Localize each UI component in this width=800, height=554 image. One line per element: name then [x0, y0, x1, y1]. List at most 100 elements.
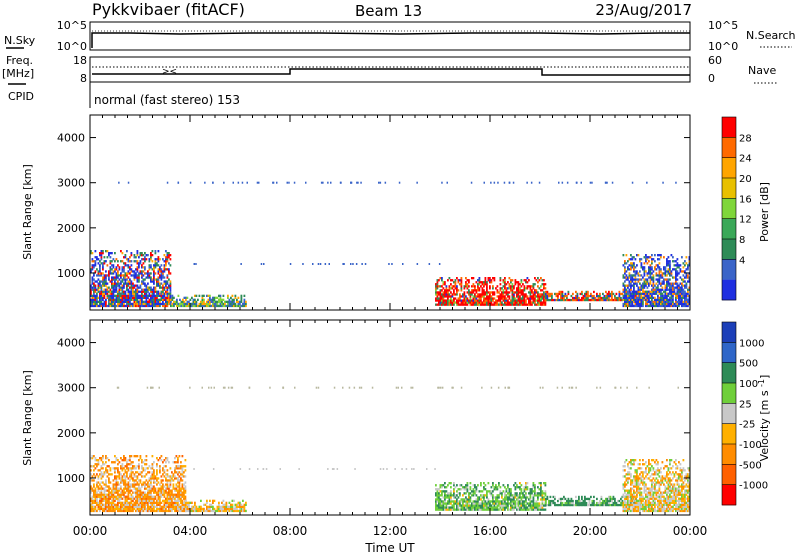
power-cell [139, 252, 142, 255]
velocity-cell [129, 467, 131, 470]
power-cell [678, 292, 680, 295]
power-cell [628, 274, 631, 277]
power-cell [648, 294, 650, 297]
power-cell [162, 270, 164, 273]
power-cell [447, 299, 449, 302]
velocity-cell [175, 503, 178, 506]
velocity-cell [569, 501, 571, 505]
velocity-cell [136, 489, 139, 492]
power-cell [496, 299, 499, 302]
power-cell [654, 300, 656, 303]
power-cell [136, 254, 139, 257]
power-cell [142, 302, 145, 306]
velocity-cell [175, 477, 178, 480]
power-cell [685, 268, 688, 271]
velocity-cell [525, 486, 527, 489]
power-cell [669, 300, 671, 303]
velocity-cell [115, 477, 118, 480]
velocity-cell [174, 475, 176, 478]
velocity-cell [528, 508, 530, 511]
velocity-cell [513, 498, 515, 501]
power-cell [652, 278, 655, 281]
velocity-cell [493, 496, 496, 499]
velocity-cell [166, 505, 169, 508]
velocity-cell [496, 506, 499, 509]
power-cell [231, 302, 234, 306]
power-cell [484, 293, 487, 296]
power-cell [478, 297, 481, 300]
power-cell [510, 299, 512, 302]
power-cell [105, 292, 107, 295]
power-cell [498, 295, 500, 298]
power-cell [448, 289, 451, 292]
power-cell [513, 299, 515, 302]
velocity-cell [242, 507, 244, 511]
power-cell [111, 282, 113, 285]
velocity-cell [117, 487, 119, 490]
power-cell [124, 280, 127, 283]
power-echo-1200km [324, 263, 327, 265]
power-cell [618, 290, 621, 294]
velocity-cell [218, 501, 220, 504]
power-cell [663, 304, 665, 308]
power-cell [109, 280, 112, 283]
power-cell [132, 290, 134, 293]
velocity-cell [237, 501, 240, 504]
velocity-cell [534, 506, 536, 509]
power-cell [129, 282, 131, 285]
power-cell [687, 292, 689, 295]
power-cell [551, 296, 553, 300]
power-cell [685, 262, 688, 265]
velocity-cell [177, 479, 179, 482]
power-cell [624, 304, 626, 308]
power-cell [112, 298, 115, 301]
power-cell [213, 302, 216, 306]
velocity-cell [448, 500, 451, 503]
velocity-cell [181, 501, 184, 504]
velocity-cell [147, 507, 149, 511]
velocity-cell [523, 486, 526, 489]
power-cell [675, 286, 677, 289]
power-cell [679, 270, 682, 273]
power-cell [628, 284, 631, 287]
power-cell [151, 298, 154, 301]
velocity-cell [138, 487, 140, 490]
power-cell [672, 282, 674, 285]
power-cell [151, 278, 154, 281]
velocity-cell [168, 475, 170, 478]
velocity-cell [490, 490, 493, 493]
velocity-cell [141, 471, 143, 474]
power-cell [456, 301, 458, 304]
power-cell [129, 300, 131, 303]
power-cell [579, 292, 582, 296]
velocity-cell [450, 502, 452, 505]
velocity-cell [198, 505, 201, 508]
power-cell [679, 264, 682, 267]
velocity-cell [585, 503, 588, 507]
power-cell [145, 284, 148, 287]
velocity-cell [109, 467, 112, 470]
power-cell [640, 266, 643, 269]
power-cell [675, 298, 677, 301]
power-cell [487, 301, 490, 304]
velocity-cell [100, 475, 103, 478]
power-cell [233, 304, 235, 308]
velocity-cell [456, 484, 458, 487]
velocity-cell [186, 501, 189, 504]
power-cell [130, 304, 133, 308]
velocity-cell [129, 475, 131, 478]
power-cell [489, 293, 491, 296]
velocity-cell [175, 495, 178, 498]
power-cell [673, 304, 676, 308]
velocity-cell [185, 503, 187, 506]
velocity-cell [90, 505, 92, 508]
power-cell [652, 286, 655, 289]
power-cell [151, 288, 154, 291]
velocity-cell [91, 507, 94, 511]
power-cell [513, 285, 515, 288]
velocity-cell [185, 507, 187, 511]
power-echo-3000km [305, 181, 307, 184]
velocity-cell [528, 504, 530, 507]
power-cell [171, 302, 174, 306]
velocity-cell [145, 501, 148, 504]
